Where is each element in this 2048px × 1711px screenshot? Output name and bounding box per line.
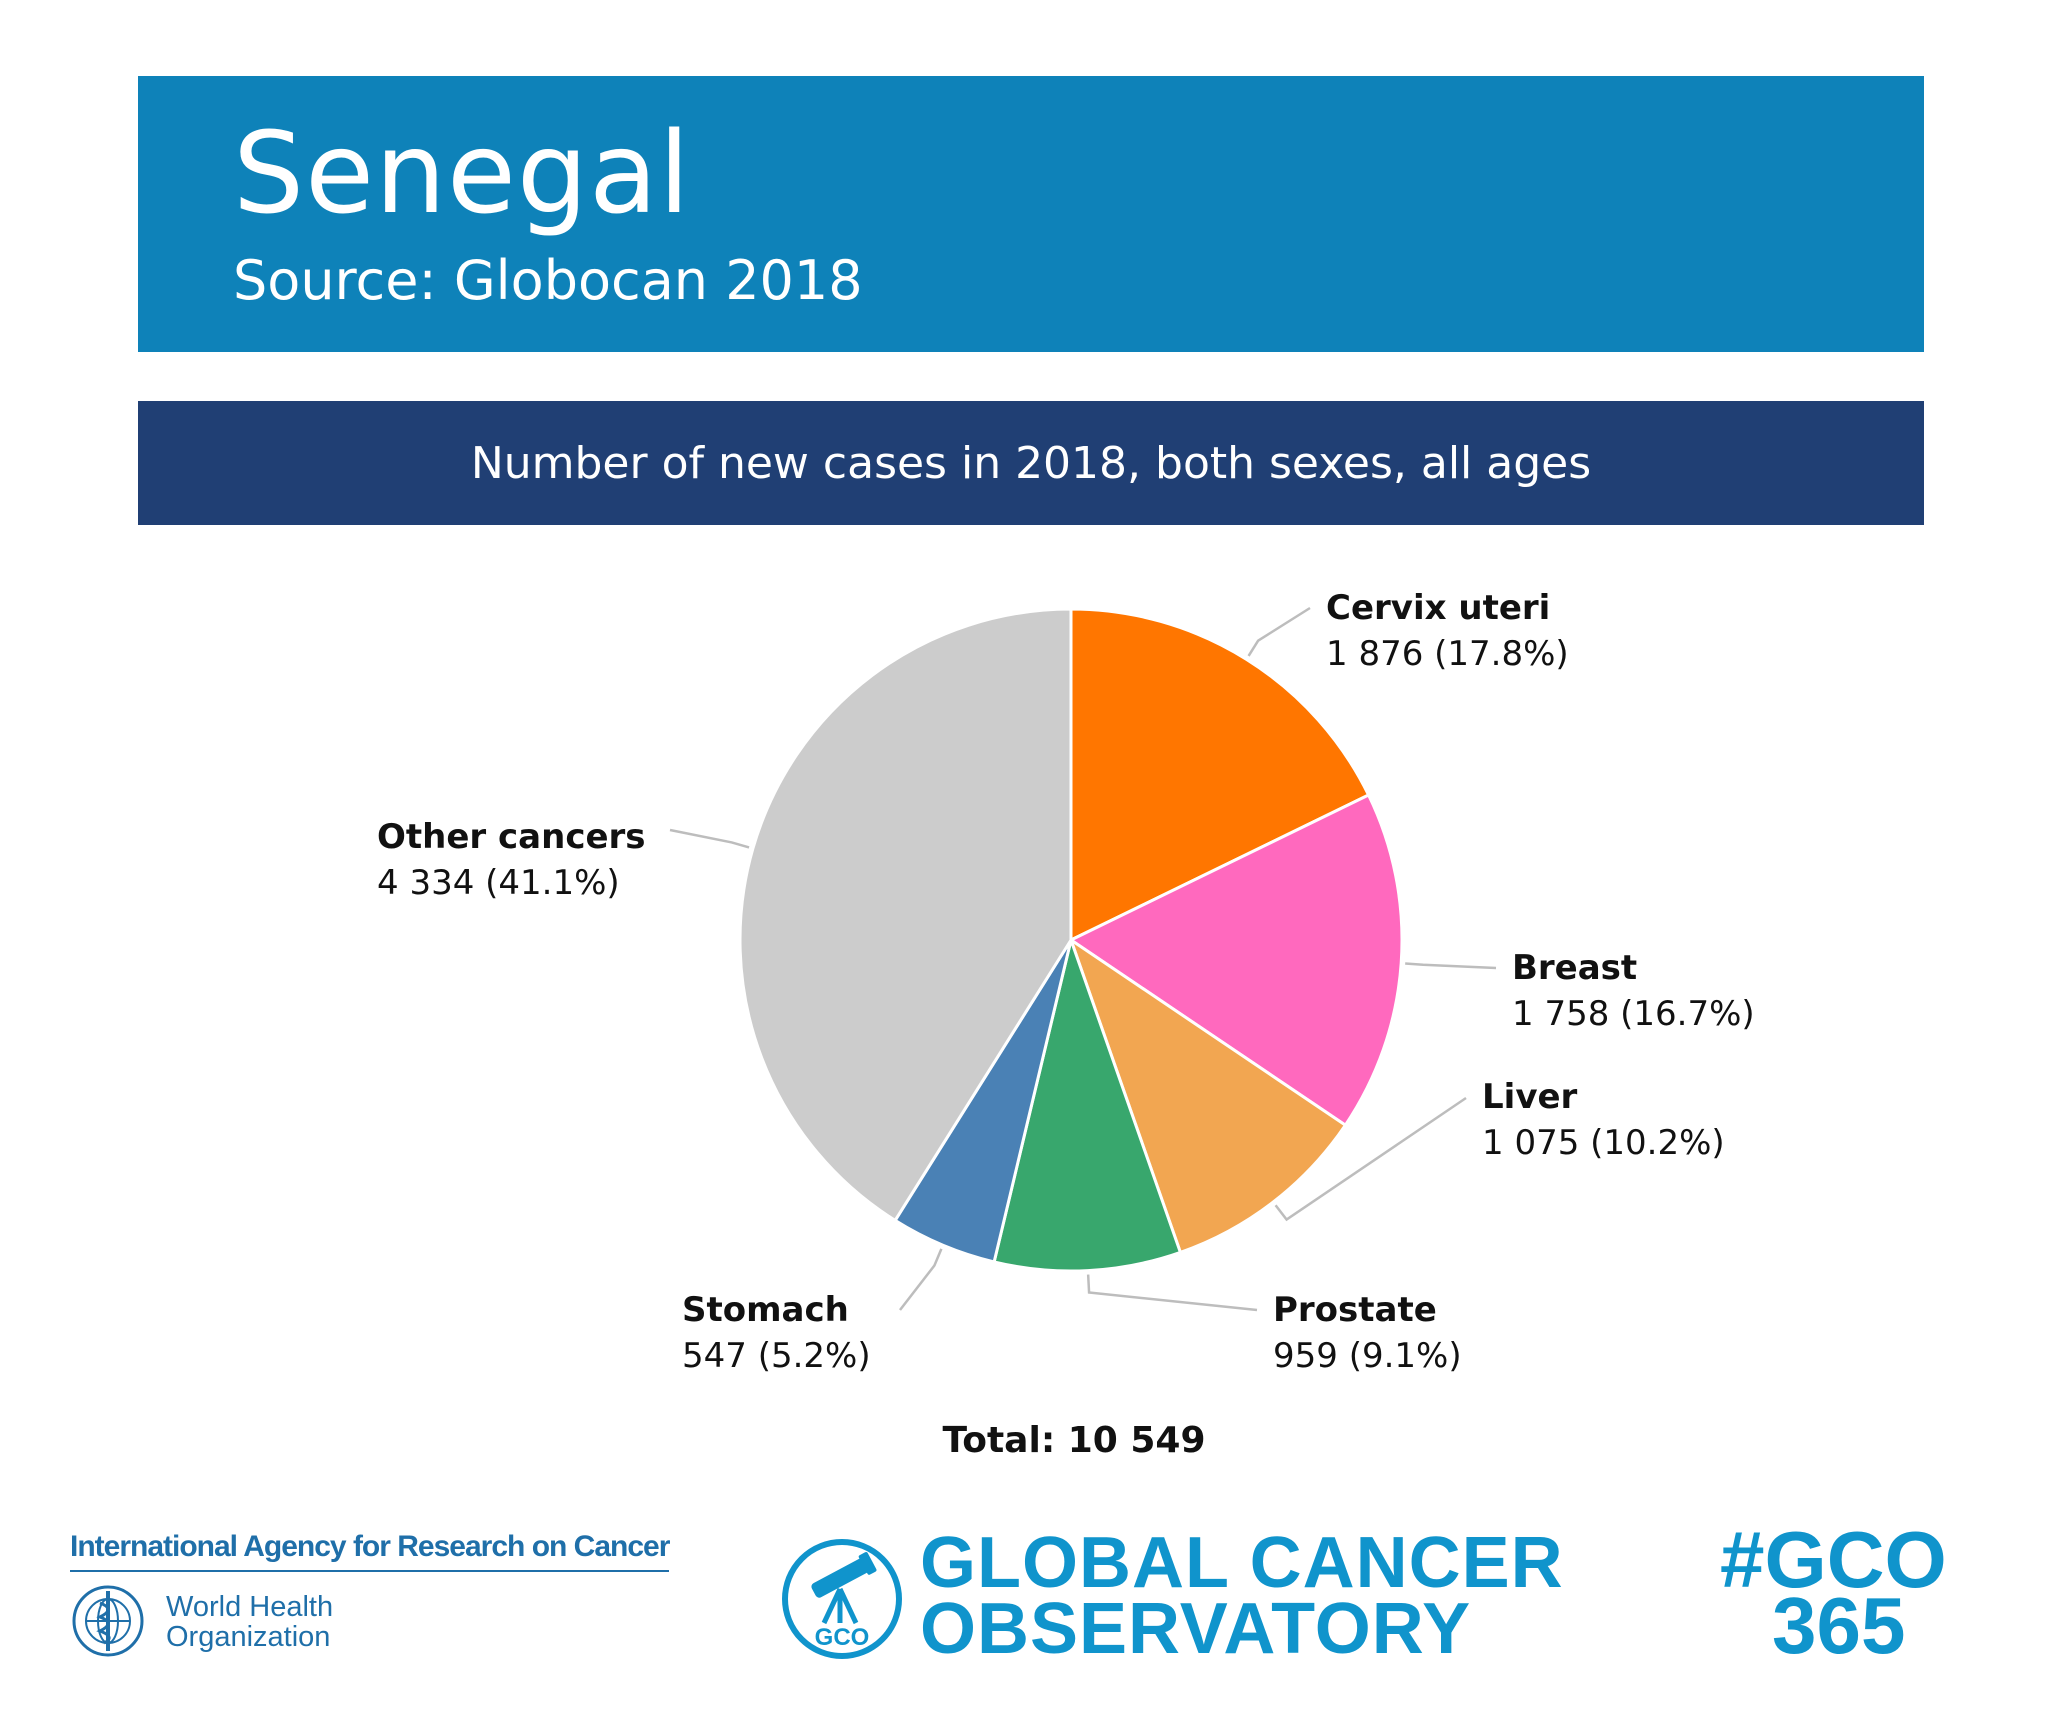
header-banner: Senegal Source: Globocan 2018 — [138, 76, 1924, 352]
slice-value: 1 758 (16.7%) — [1512, 994, 1755, 1034]
slice-value: 959 (9.1%) — [1273, 1336, 1462, 1376]
pie-slice-liver — [1068, 936, 1348, 1255]
country-title: Senegal — [233, 109, 691, 239]
hashtag-line-1: #GCO — [1720, 1515, 1947, 1604]
label-cervix-uteri: Cervix uteri 1 876 (17.8%) — [1326, 585, 1569, 677]
gco-logo-text: GLOBAL CANCER OBSERVATORY — [920, 1523, 1564, 1669]
pie-slice-breast — [1068, 793, 1404, 1128]
label-other-cancers: Other cancers 4 334 (41.1%) — [377, 814, 646, 906]
slice-value: 4 334 (41.1%) — [377, 863, 620, 903]
label-stomach: Stomach 547 (5.2%) — [682, 1287, 871, 1379]
gco-telescope-icon: GCO — [782, 1539, 902, 1659]
slice-name: Other cancers — [377, 817, 646, 857]
slice-value: 547 (5.2%) — [682, 1336, 871, 1376]
source-text: Source: Globocan 2018 — [233, 249, 863, 312]
label-liver: Liver 1 075 (10.2%) — [1482, 1074, 1725, 1166]
chart-subtitle-bar: Number of new cases in 2018, both sexes,… — [138, 401, 1924, 525]
pie-slice-other-cancers — [738, 607, 1073, 1223]
who-line-2: Organization — [166, 1621, 331, 1653]
slice-value: 1 075 (10.2%) — [1482, 1123, 1725, 1163]
leader-line-cervix-uteri — [1247, 606, 1311, 657]
gco-badge-text: GCO — [815, 1624, 870, 1651]
pie-slice-cervix-uteri — [1069, 607, 1371, 943]
hashtag-line-2: 365 — [1772, 1581, 1906, 1670]
leader-line-stomach — [899, 1248, 943, 1311]
gco-line-2: OBSERVATORY — [920, 1589, 1472, 1669]
slice-name: Stomach — [682, 1290, 849, 1330]
chart-subtitle: Number of new cases in 2018, both sexes,… — [470, 437, 1592, 489]
leader-line-prostate — [1086, 1274, 1258, 1312]
leader-line-breast — [1405, 962, 1497, 970]
hashtag-gco365: #GCO 365 — [1720, 1515, 1947, 1670]
iarc-logo-text: International Agency for Research on Can… — [70, 1530, 670, 1572]
who-line-1: World Health — [166, 1591, 334, 1623]
leader-line-other-cancers — [669, 828, 750, 849]
gco-line-1: GLOBAL CANCER — [920, 1523, 1564, 1603]
leader-line-liver — [1274, 1096, 1467, 1222]
who-emblem-icon — [72, 1585, 144, 1657]
label-prostate: Prostate 959 (9.1%) — [1273, 1287, 1462, 1379]
slice-value: 1 876 (17.8%) — [1326, 634, 1569, 674]
slice-name: Breast — [1512, 948, 1638, 988]
pie-slice-prostate — [992, 934, 1183, 1273]
label-breast: Breast 1 758 (16.7%) — [1512, 945, 1755, 1037]
slice-name: Cervix uteri — [1326, 588, 1551, 628]
who-logo-text: World Health Organization — [166, 1592, 333, 1652]
total-label: Total: 10 549 — [942, 1420, 1206, 1461]
slice-name: Liver — [1482, 1077, 1578, 1117]
slice-name: Prostate — [1273, 1290, 1437, 1330]
